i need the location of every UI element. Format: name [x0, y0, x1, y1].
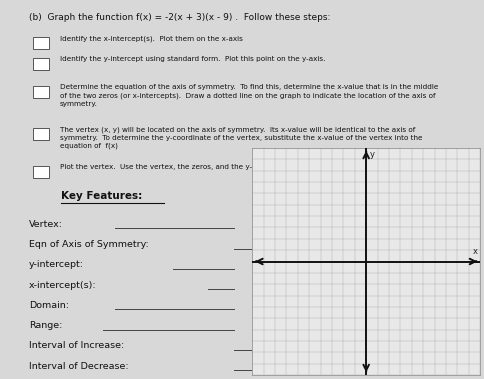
Text: Vertex:: Vertex: — [29, 220, 62, 229]
Bar — [33, 37, 48, 49]
Text: Determine the equation of the axis of symmetry.  To find this, determine the x-v: Determine the equation of the axis of sy… — [60, 84, 437, 107]
Bar — [33, 166, 48, 179]
Text: y-intercept:: y-intercept: — [29, 260, 84, 269]
Text: Key Features:: Key Features: — [61, 191, 142, 201]
Text: Interval of Increase:: Interval of Increase: — [29, 341, 124, 351]
Text: Eqn of Axis of Symmetry:: Eqn of Axis of Symmetry: — [29, 240, 148, 249]
Bar — [33, 86, 48, 98]
Text: (b)  Graph the function f(x) = -2(x + 3)(x - 9) .  Follow these steps:: (b) Graph the function f(x) = -2(x + 3)(… — [29, 13, 330, 22]
Text: x: x — [472, 247, 477, 256]
Text: y: y — [369, 150, 374, 159]
Text: Plot the vertex.  Use the vertex, the zeros, and the y-intercept to draw your pa: Plot the vertex. Use the vertex, the zer… — [60, 164, 368, 171]
Bar — [33, 128, 48, 140]
Text: The vertex (x, y) will be located on the axis of symmetry.  Its x-value will be : The vertex (x, y) will be located on the… — [60, 126, 421, 149]
Text: x-intercept(s):: x-intercept(s): — [29, 280, 96, 290]
Text: Domain:: Domain: — [29, 301, 69, 310]
Text: Identify the x-intercept(s).  Plot them on the x-axis: Identify the x-intercept(s). Plot them o… — [60, 36, 242, 42]
Text: Identify the y-intercept using standard form.  Plot this point on the y-axis.: Identify the y-intercept using standard … — [60, 56, 324, 63]
Text: Range:: Range: — [29, 321, 62, 330]
Bar — [33, 58, 48, 70]
Text: Interval of Decrease:: Interval of Decrease: — [29, 362, 128, 371]
